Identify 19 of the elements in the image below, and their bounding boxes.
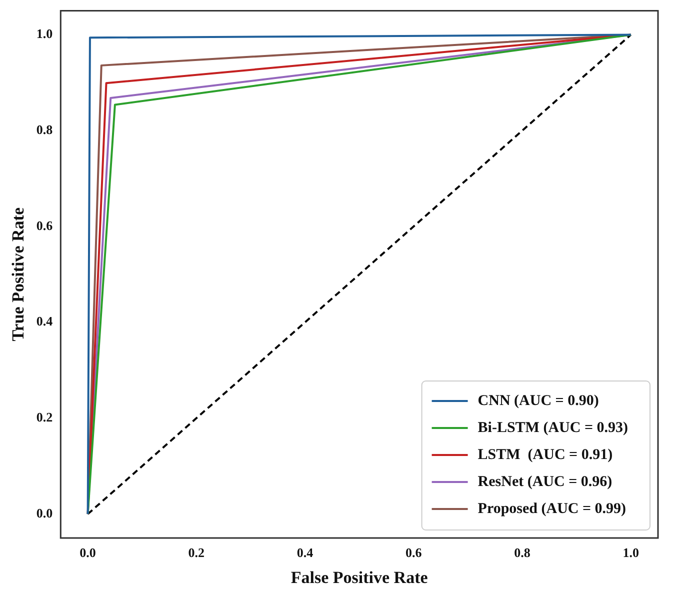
x-tick-label: 0.8 — [514, 545, 531, 560]
x-tick-label: 0.2 — [188, 545, 205, 560]
x-tick-label: 0.0 — [80, 545, 96, 560]
x-tick-label: 1.0 — [622, 545, 639, 560]
x-axis-title: False Positive Rate — [290, 568, 428, 588]
legend-label: Bi-LSTM (AUC = 0.93) — [478, 420, 628, 436]
legend-label: CNN (AUC = 0.90) — [478, 392, 599, 409]
y-tick-label: 0.0 — [36, 505, 53, 520]
legend-label: LSTM (AUC = 0.91) — [478, 446, 613, 463]
x-tick-label: 0.6 — [406, 545, 422, 560]
y-tick-label: 0.4 — [36, 314, 54, 329]
y-axis-title: True Positive Rate — [8, 207, 28, 342]
y-tick-label: 0.6 — [36, 218, 54, 233]
x-tick-label: 0.4 — [296, 545, 314, 560]
legend-label: Proposed (AUC = 0.99) — [478, 500, 626, 517]
y-tick-label: 0.8 — [36, 122, 54, 137]
legend-label: ResNet (AUC = 0.96) — [478, 474, 612, 490]
y-tick-label: 0.2 — [36, 410, 53, 425]
y-tick-label: 1.0 — [36, 26, 53, 42]
